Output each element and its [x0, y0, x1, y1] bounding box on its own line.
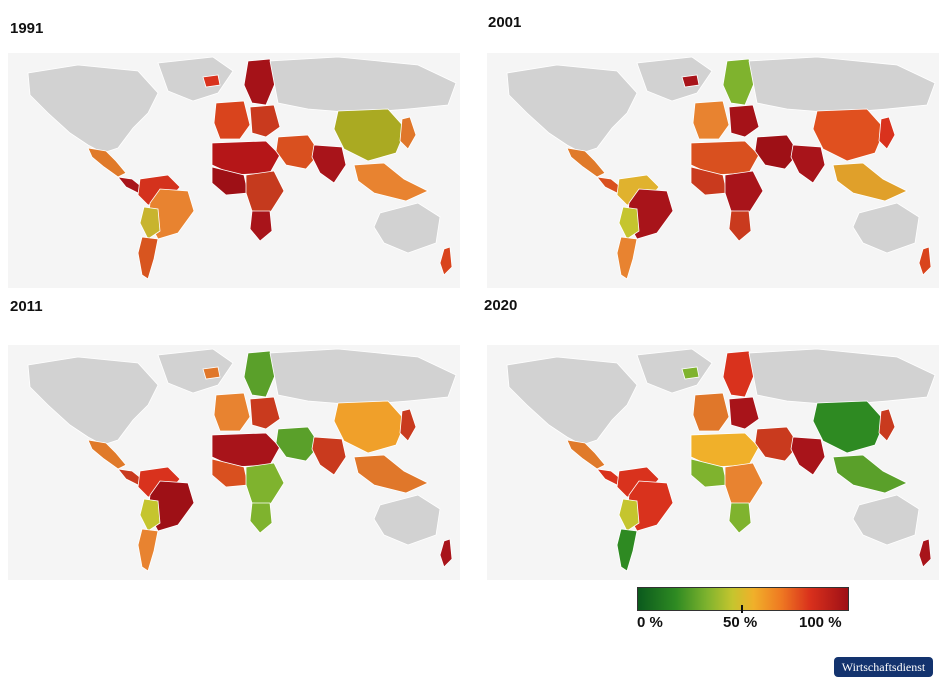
region-safrica: [728, 502, 752, 534]
region-sa3: [618, 498, 640, 532]
region-safrica: [249, 210, 273, 242]
region-no-data: [373, 202, 441, 254]
region-eu-e: [249, 396, 281, 430]
region-nz: [439, 246, 453, 276]
region-seasia: [832, 162, 908, 202]
region-no-data: [636, 56, 713, 102]
region-eu-n: [722, 350, 756, 398]
world-map-svg: [27, 348, 457, 572]
world-map-svg: [506, 56, 936, 280]
region-iceland: [681, 74, 700, 88]
world-map-2011: [8, 345, 460, 580]
region-no-data: [506, 356, 638, 446]
region-nz: [918, 538, 932, 568]
region-safrica: [249, 502, 273, 534]
region-eu-e: [249, 104, 281, 138]
region-no-data: [636, 348, 713, 394]
region-wafrica: [690, 166, 728, 196]
region-chile: [616, 236, 638, 280]
legend-label-mid: 50 %: [723, 614, 758, 631]
region-china: [812, 108, 886, 162]
region-japan: [399, 408, 417, 442]
region-no-data: [269, 56, 457, 114]
legend-label-max: 100 %: [799, 614, 842, 631]
world-map-1991: [8, 53, 460, 288]
region-india: [311, 436, 347, 476]
region-sa3: [618, 206, 640, 240]
region-no-data: [748, 56, 936, 114]
region-iceland: [202, 74, 221, 88]
legend-midpoint-tick: [741, 605, 743, 613]
region-eafrica: [724, 462, 764, 506]
region-wafrica: [211, 458, 249, 488]
region-no-data: [506, 64, 638, 154]
region-mideast: [275, 426, 321, 462]
region-japan: [878, 408, 896, 442]
panel-title-2020: 2020: [484, 297, 518, 314]
region-sa3: [139, 498, 161, 532]
region-seasia: [832, 454, 908, 494]
region-japan: [878, 116, 896, 150]
region-iceland: [202, 366, 221, 380]
region-eu-w: [213, 100, 251, 140]
panel-title-2011: 2011: [10, 298, 43, 315]
region-chile: [137, 528, 159, 572]
region-eu-w: [692, 100, 730, 140]
world-map-svg: [506, 348, 936, 572]
region-eafrica: [245, 462, 285, 506]
region-mideast: [754, 134, 800, 170]
region-no-data: [27, 356, 159, 446]
color-legend: 0 % 50 % 100 %: [637, 587, 849, 631]
panel-title-2001: 2001: [488, 14, 522, 31]
region-eu-w: [213, 392, 251, 432]
world-map-2001: [487, 53, 939, 288]
publisher-badge: Wirtschaftsdienst: [834, 657, 933, 677]
legend-gradient-bar: [637, 587, 849, 611]
panel-title-1991: 1991: [10, 20, 44, 37]
region-india: [790, 144, 826, 184]
region-no-data: [373, 494, 441, 546]
region-sa3: [139, 206, 161, 240]
region-chile: [616, 528, 638, 572]
region-mideast: [275, 134, 321, 170]
region-wafrica: [211, 166, 249, 196]
region-eu-n: [722, 58, 756, 106]
region-mideast: [754, 426, 800, 462]
region-eafrica: [245, 170, 285, 214]
region-no-data: [852, 494, 920, 546]
region-chile: [137, 236, 159, 280]
region-na: [566, 147, 606, 178]
region-na: [566, 439, 606, 470]
region-no-data: [852, 202, 920, 254]
region-na: [87, 439, 127, 470]
region-no-data: [157, 56, 234, 102]
region-eu-w: [692, 392, 730, 432]
region-eu-e: [728, 104, 760, 138]
region-nz: [918, 246, 932, 276]
legend-label-min: 0 %: [637, 614, 663, 631]
region-iceland: [681, 366, 700, 380]
region-no-data: [269, 348, 457, 406]
region-eu-e: [728, 396, 760, 430]
region-nz: [439, 538, 453, 568]
region-wafrica: [690, 458, 728, 488]
region-japan: [399, 116, 417, 150]
region-india: [311, 144, 347, 184]
region-eafrica: [724, 170, 764, 214]
region-eu-n: [243, 350, 277, 398]
world-map-2020: [487, 345, 939, 580]
region-china: [812, 400, 886, 454]
region-safrica: [728, 210, 752, 242]
region-india: [790, 436, 826, 476]
region-seasia: [353, 454, 429, 494]
world-map-svg: [27, 56, 457, 280]
region-na: [87, 147, 127, 178]
region-eu-n: [243, 58, 277, 106]
region-seasia: [353, 162, 429, 202]
region-no-data: [27, 64, 159, 154]
region-no-data: [157, 348, 234, 394]
region-no-data: [748, 348, 936, 406]
region-china: [333, 400, 407, 454]
region-china: [333, 108, 407, 162]
